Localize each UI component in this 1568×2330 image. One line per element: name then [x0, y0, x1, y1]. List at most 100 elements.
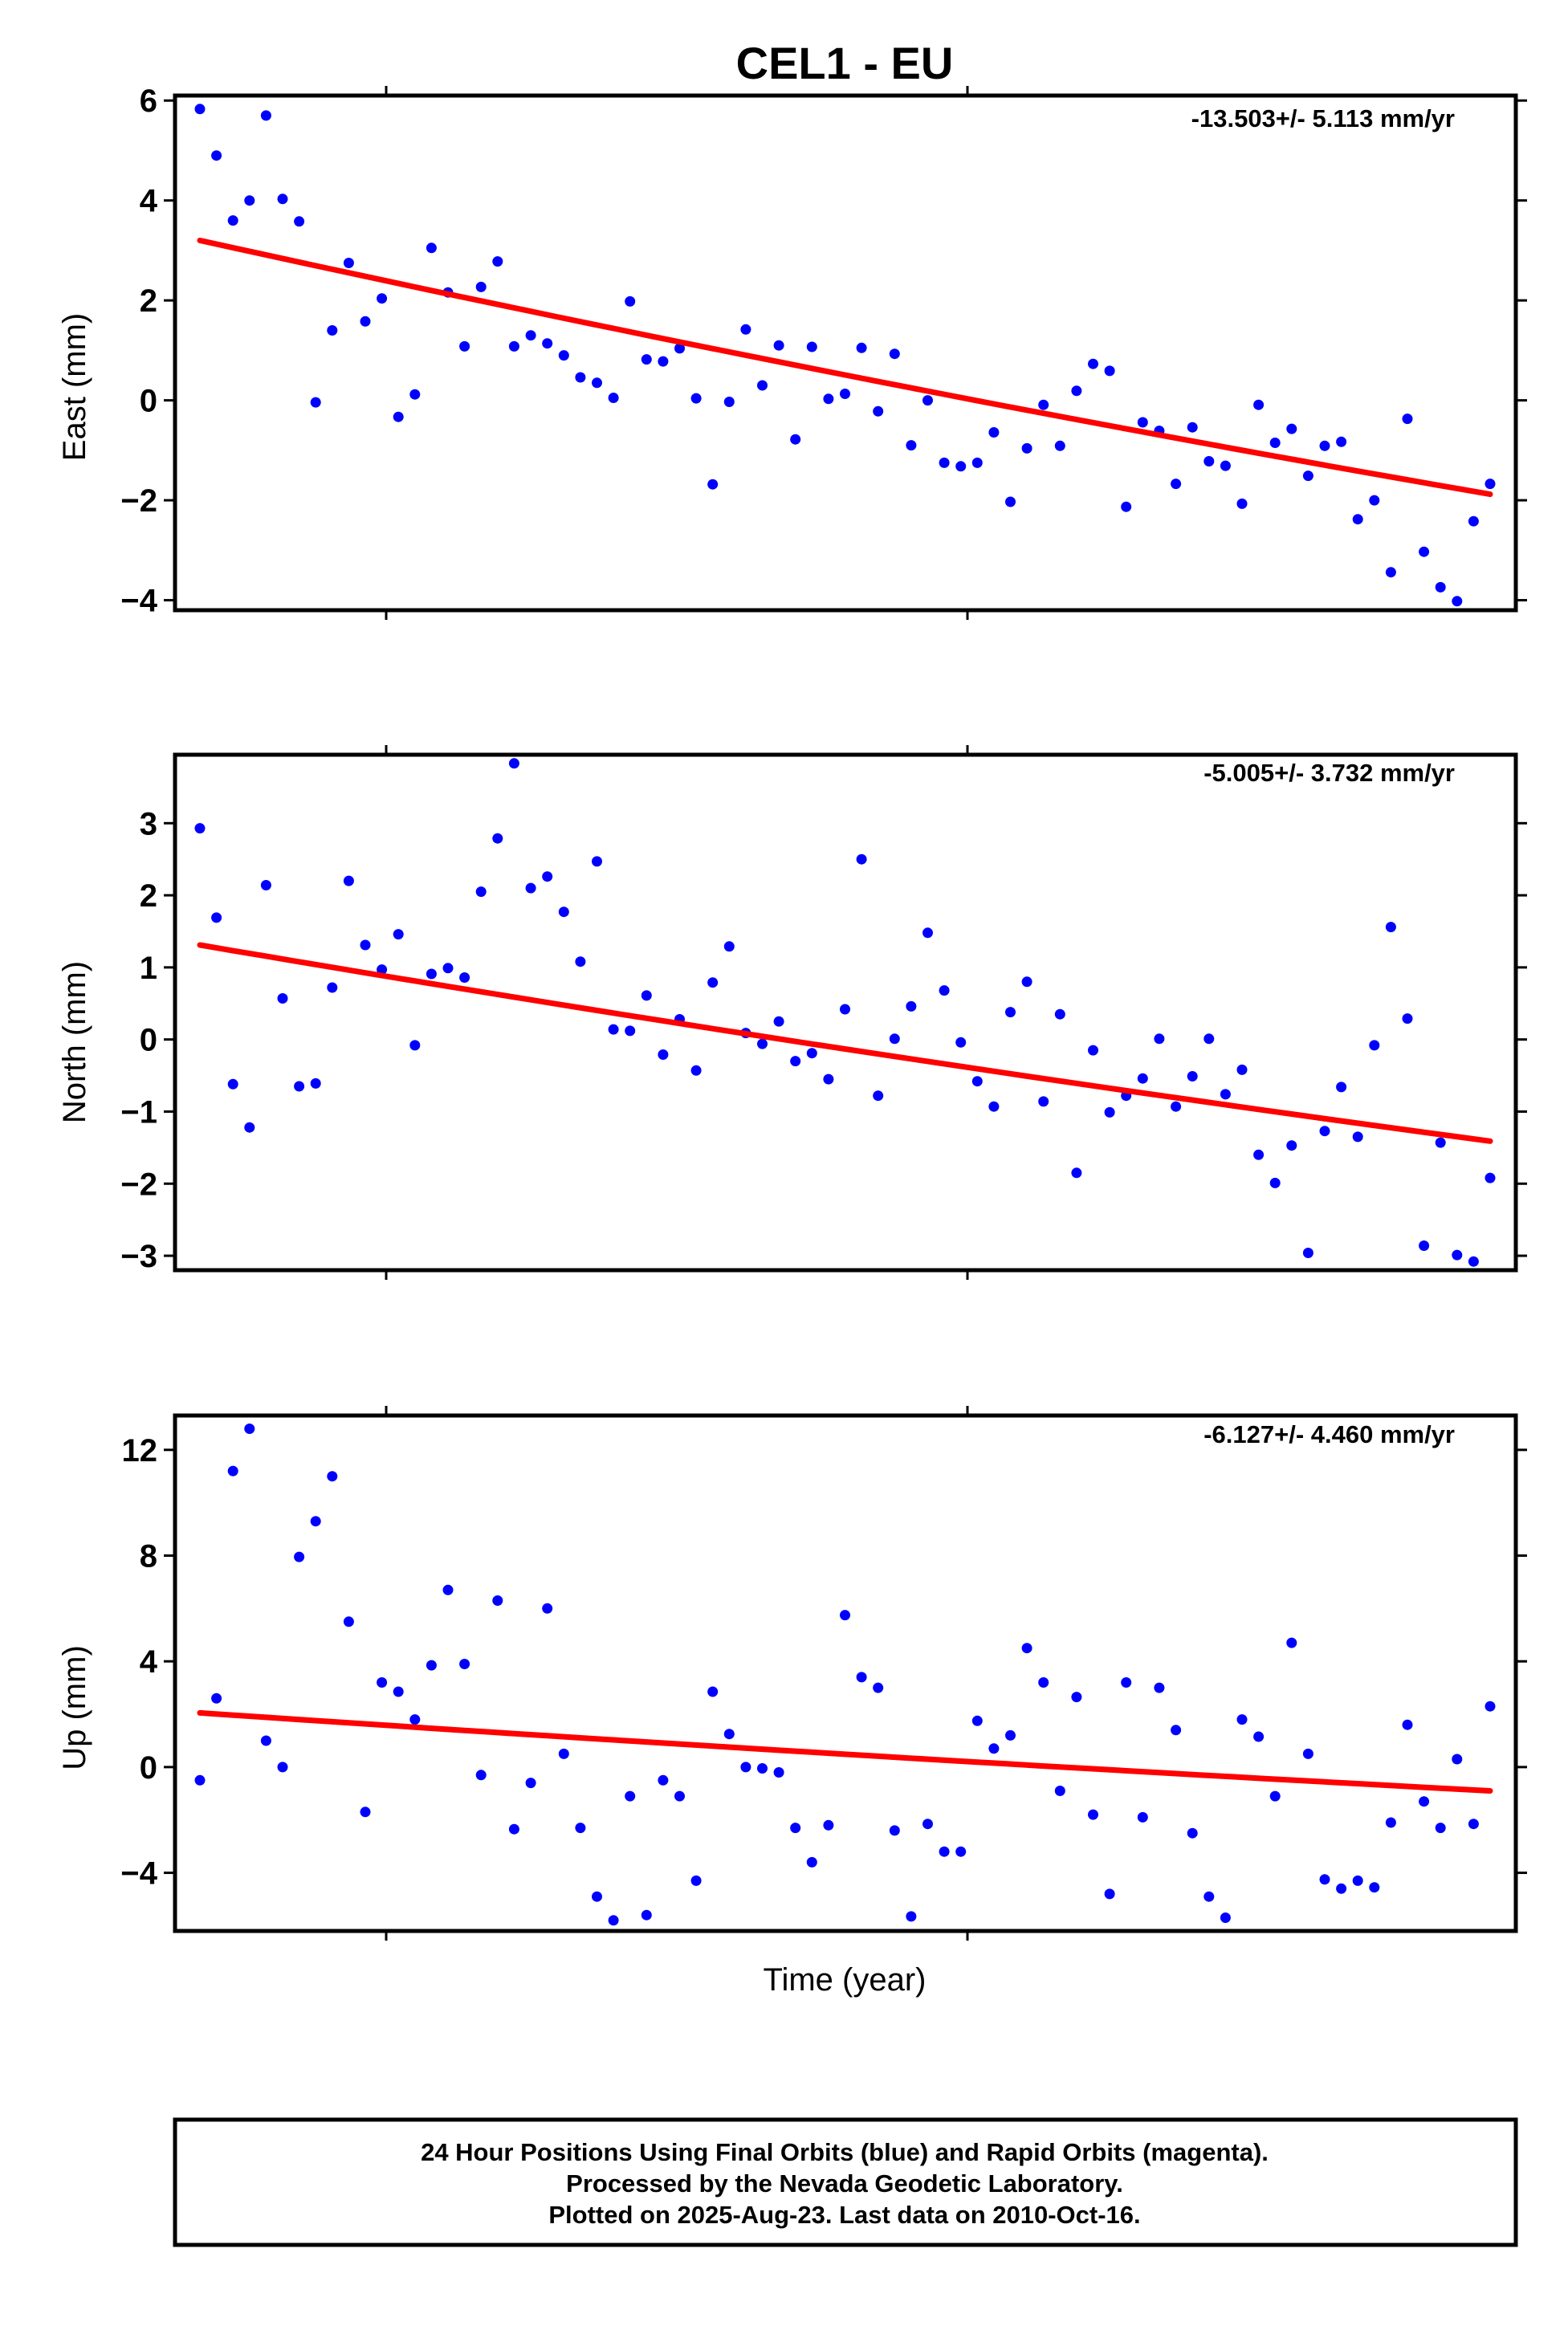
north-data-point: [1038, 1096, 1049, 1107]
east-data-point: [227, 215, 238, 226]
north-data-point: [1352, 1131, 1363, 1143]
up-data-point: [658, 1774, 669, 1786]
north-data-point: [790, 1056, 801, 1067]
up-data-point: [211, 1693, 222, 1704]
up-data-point: [823, 1819, 834, 1831]
north-data-point: [1336, 1081, 1347, 1093]
up-data-point: [1187, 1827, 1198, 1839]
up-data-point: [740, 1762, 751, 1773]
up-y-tick-label: −4: [120, 1856, 157, 1892]
north-data-point: [1005, 1007, 1016, 1018]
up-data-point: [674, 1790, 685, 1802]
east-data-point: [260, 110, 271, 121]
up-data-point: [1385, 1817, 1396, 1828]
north-data-point: [508, 758, 519, 769]
east-data-point: [1468, 515, 1479, 527]
north-data-point: [1302, 1248, 1313, 1258]
east-data-point: [1054, 440, 1065, 451]
north-data-point: [294, 1081, 305, 1092]
up-data-point: [906, 1911, 917, 1922]
north-data-point: [1269, 1177, 1281, 1188]
up-data-point: [1171, 1725, 1182, 1736]
east-data-point: [294, 216, 305, 227]
up-data-point: [1005, 1729, 1016, 1741]
chart-title: CEL1 - EU: [736, 38, 954, 88]
east-data-point: [211, 150, 222, 161]
north-data-point: [1236, 1064, 1248, 1075]
north-data-point: [823, 1073, 834, 1085]
up-data-point: [1071, 1692, 1082, 1703]
up-data-point: [1336, 1883, 1347, 1894]
north-data-point: [658, 1049, 669, 1060]
footer-box: [173, 2117, 1518, 2247]
up-data-point: [459, 1659, 470, 1669]
north-data-point: [244, 1122, 255, 1133]
north-data-point: [1468, 1256, 1479, 1267]
up-data-point: [575, 1823, 586, 1834]
north-data-point: [1203, 1033, 1215, 1045]
up-data-point: [1088, 1809, 1098, 1820]
east-data-point: [592, 377, 602, 389]
north-data-point: [939, 985, 950, 996]
east-data-point: [1485, 479, 1496, 490]
up-data-point: [442, 1584, 454, 1595]
up-y-tick-label: 8: [140, 1538, 157, 1574]
up-data-point: [889, 1825, 900, 1836]
up-data-point: [1468, 1819, 1479, 1830]
north-data-point: [1071, 1167, 1082, 1179]
east-data-point: [939, 457, 950, 468]
up-data-point: [1220, 1912, 1231, 1923]
north-data-point: [1104, 1106, 1115, 1118]
north-data-point: [194, 823, 206, 834]
north-data-point: [971, 1076, 983, 1087]
up-data-point: [227, 1465, 238, 1477]
east-panel: -13.503+/- 5.113 mm/yr East (mm) −4 −2 0 2 4…: [57, 84, 1527, 620]
east-data-point: [1435, 581, 1446, 593]
east-data-point: [277, 193, 288, 205]
up-data-point: [508, 1823, 519, 1835]
north-data-point: [690, 1065, 702, 1076]
north-data-point: [856, 853, 867, 865]
east-data-point: [343, 258, 354, 268]
north-data-point: [393, 929, 404, 940]
north-y-tick-label: 2: [140, 878, 157, 914]
east-data-point: [1171, 479, 1182, 490]
north-data-point: [558, 906, 569, 918]
east-data-point: [823, 393, 834, 405]
north-data-point: [1402, 1013, 1413, 1024]
up-data-point: [1154, 1682, 1165, 1693]
up-data-point: [1203, 1891, 1215, 1902]
east-data-point: [1452, 596, 1463, 607]
east-data-point: [1319, 440, 1330, 451]
up-data-point: [409, 1714, 421, 1725]
east-data-point: [773, 340, 784, 351]
up-data-point: [806, 1856, 817, 1868]
north-data-point: [310, 1077, 321, 1089]
up-data-point: [525, 1778, 536, 1789]
footer-line-2: Processed by the Nevada Geodetic Laborat…: [566, 2169, 1123, 2198]
up-data-point: [1419, 1796, 1430, 1807]
east-data-point: [1203, 456, 1215, 466]
up-data-point: [840, 1610, 850, 1621]
north-data-point: [409, 1040, 421, 1051]
north-data-point: [277, 993, 288, 1004]
north-data-point: [1419, 1240, 1430, 1251]
north-y-tick-label: 0: [140, 1023, 157, 1058]
east-data-point: [840, 389, 850, 399]
up-y-axis-label: Up (mm): [57, 1645, 92, 1770]
east-data-point: [658, 356, 669, 367]
north-data-point: [377, 964, 388, 976]
north-data-point: [873, 1090, 884, 1102]
east-data-point: [1071, 385, 1082, 397]
east-y-tick-label: −4: [120, 584, 157, 619]
east-data-point: [723, 397, 735, 407]
east-data-point: [856, 342, 867, 353]
east-data-point: [1286, 423, 1297, 434]
up-plot-frame: [173, 1413, 1518, 1933]
east-data-point: [955, 461, 967, 472]
east-data-point: [1137, 417, 1148, 428]
north-data-point: [1319, 1126, 1330, 1137]
east-rate-label: -13.503+/- 5.113 mm/yr: [1191, 104, 1455, 132]
up-data-point: [1452, 1754, 1463, 1765]
